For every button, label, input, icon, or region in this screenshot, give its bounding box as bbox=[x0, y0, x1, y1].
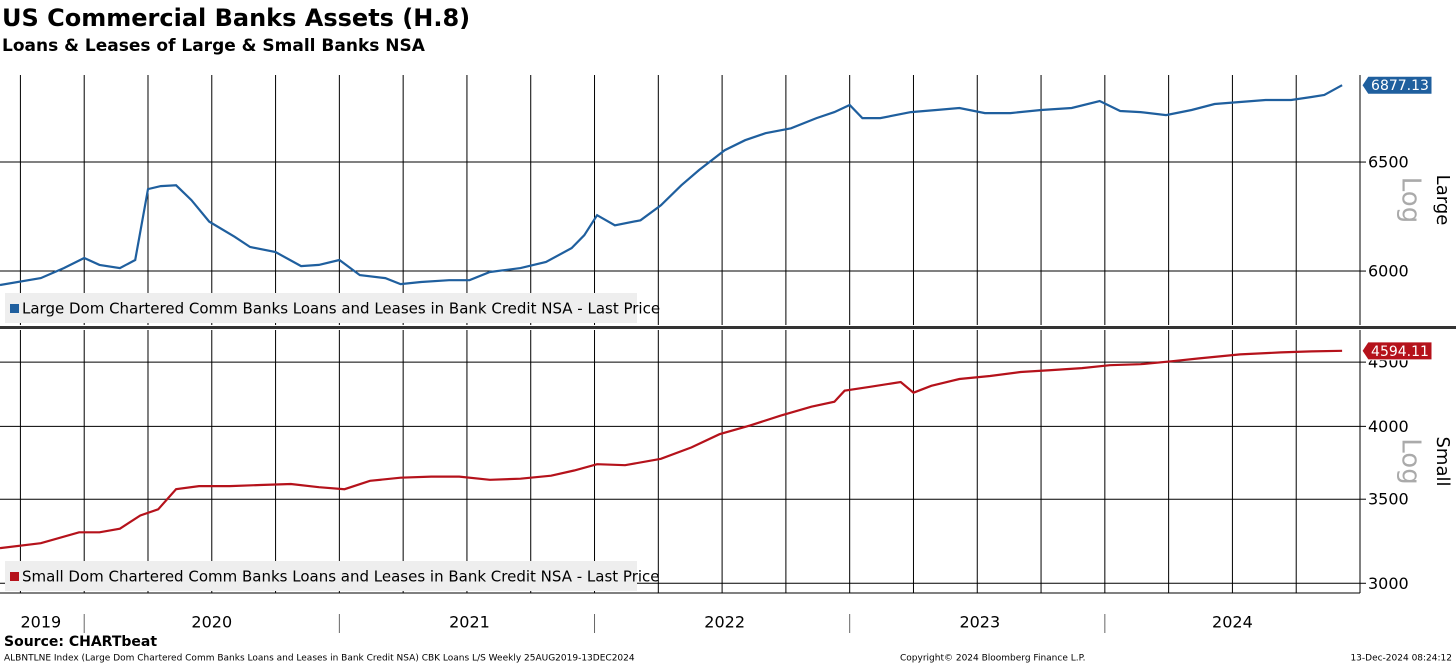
y-tick-label: 3500 bbox=[1368, 490, 1409, 509]
series-line bbox=[0, 349, 1343, 550]
chart-title: US Commercial Banks Assets (H.8) bbox=[2, 4, 470, 32]
legend-label: Small Dom Chartered Comm Banks Loans and… bbox=[22, 568, 660, 586]
chart-subtitle: Loans & Leases of Large & Small Banks NS… bbox=[2, 36, 426, 56]
y-axis-label: Large bbox=[1432, 175, 1453, 226]
legend-swatch bbox=[10, 572, 19, 581]
timestamp: 13-Dec-2024 08:24:12 bbox=[1350, 654, 1452, 664]
last-value-tag-box bbox=[1361, 341, 1433, 361]
y-tick-label: 3000 bbox=[1368, 574, 1409, 593]
last-value-tag: 6877.13 bbox=[1361, 75, 1433, 95]
last-value-tag: 4594.11 bbox=[1361, 341, 1433, 361]
last-value-tag-box bbox=[1361, 75, 1433, 95]
x-tick-label: 2019 bbox=[20, 613, 61, 632]
copyright: Copyright© 2024 Bloomberg Finance L.P. bbox=[900, 654, 1085, 664]
y-axis-label: Small bbox=[1432, 437, 1453, 487]
last-value-label: 4594.11 bbox=[1371, 344, 1429, 360]
legend: Large Dom Chartered Comm Banks Loans and… bbox=[5, 293, 660, 323]
legend-box bbox=[5, 561, 637, 591]
x-tick-label: 2021 bbox=[449, 613, 490, 632]
legend-swatch bbox=[10, 304, 19, 313]
legend-box bbox=[5, 293, 637, 323]
source: Source: CHARTbeat bbox=[4, 634, 157, 650]
series-line bbox=[0, 84, 1343, 287]
y-tick-label: 6500 bbox=[1368, 153, 1409, 172]
x-tick-label: 2024 bbox=[1212, 613, 1253, 632]
scale-label: Log bbox=[1396, 438, 1426, 484]
y-tick-label: 6000 bbox=[1368, 262, 1409, 281]
legend: Small Dom Chartered Comm Banks Loans and… bbox=[5, 561, 660, 591]
x-tick-label: 2023 bbox=[959, 613, 1000, 632]
x-tick-label: 2020 bbox=[191, 613, 232, 632]
y-tick-label: 4000 bbox=[1368, 417, 1409, 436]
x-tick-label: 2022 bbox=[704, 613, 745, 632]
legend-label: Large Dom Chartered Comm Banks Loans and… bbox=[22, 300, 660, 318]
footer-description: ALBNTLNE Index (Large Dom Chartered Comm… bbox=[4, 654, 635, 664]
scale-label: Log bbox=[1396, 177, 1426, 223]
last-value-label: 6877.13 bbox=[1371, 78, 1429, 94]
